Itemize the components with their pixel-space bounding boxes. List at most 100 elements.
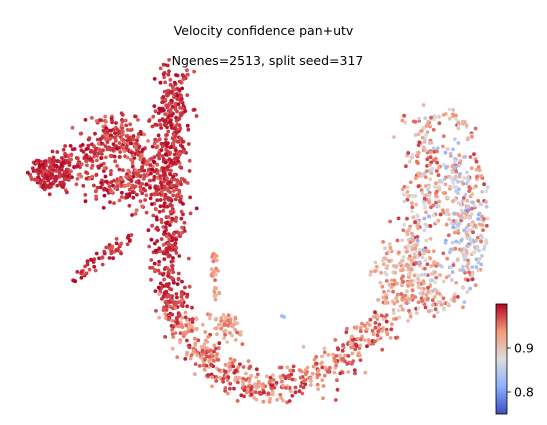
scatter-point [419,128,424,133]
scatter-point [85,259,90,264]
scatter-point [456,179,460,184]
scatter-point [235,321,240,326]
scatter-point [157,137,162,142]
scatter-point [209,362,214,367]
scatter-point [463,154,468,159]
scatter-point [400,187,405,192]
scatter-point [83,199,88,204]
scatter-point [451,218,456,223]
scatter-point [405,289,409,294]
scatter-point [460,119,465,124]
scatter-point [170,312,175,317]
scatter-point [169,123,174,128]
scatter-point [144,182,149,187]
scatter-point [124,123,129,128]
scatter-point [112,201,116,206]
scatter-point [140,182,145,186]
scatter-point [185,304,190,309]
scatter-point [70,125,75,130]
scatter-point [429,140,434,145]
scatter-point [411,215,416,220]
scatter-point [156,192,161,197]
scatter-point [142,168,147,173]
scatter-point [165,181,170,186]
scatter-point [455,222,460,227]
scatter-point [266,391,271,396]
scatter-point [47,159,52,164]
scatter-point [112,154,117,159]
scatter-point [60,156,64,160]
scatter-point [413,176,418,181]
scatter-point [303,382,308,387]
scatter-point [168,247,173,252]
scatter-point [170,141,175,146]
scatter-point [365,327,369,332]
scatter-point [173,197,178,202]
scatter-point [378,280,383,285]
scatter-point [383,256,388,261]
scatter-point [236,365,241,370]
scatter-point [115,164,119,168]
scatter-point [173,107,178,111]
scatter-point [462,196,466,200]
scatter-point [124,192,129,197]
scatter-point [148,185,152,190]
scatter-point [153,207,158,211]
scatter-point [213,278,218,282]
scatter-point [264,374,269,379]
scatter-point [225,340,230,344]
scatter-point [210,375,215,380]
scatter-point [406,194,411,199]
scatter-point [314,361,319,366]
scatter-point [40,172,45,177]
scatter-point [165,149,170,154]
scatter-point [217,368,222,372]
scatter-point [468,155,473,159]
scatter-point [209,273,214,278]
scatter-point [164,282,169,287]
scatter-point [420,135,425,140]
scatter-point [162,184,167,189]
scatter-point [41,163,45,167]
scatter-point [422,171,427,176]
scatter-point [378,336,383,341]
scatter-point [320,378,325,382]
scatter-point [431,303,435,307]
scatter-point [185,68,189,73]
scatter-point [204,349,209,353]
scatter-point [147,178,152,183]
scatter-point [350,345,354,349]
scatter-point [179,294,184,299]
scatter-point [311,364,316,369]
scatter-point [186,327,191,331]
scatter-point [240,386,245,390]
scatter-point [254,375,259,379]
scatter-point [425,157,430,162]
scatter-point [275,397,279,402]
scatter-point [162,277,167,282]
scatter-point [395,335,400,340]
scatter-point [174,156,179,161]
scatter-point [228,317,233,322]
scatter-point [247,366,252,370]
scatter-point [461,286,466,290]
scatter-point [183,285,187,290]
scatter-point [425,224,429,229]
scatter-point [384,279,389,283]
scatter-point [401,255,406,259]
scatter-point [146,139,151,143]
scatter-point [285,365,290,370]
scatter-point [226,313,231,318]
scatter-point [81,184,86,188]
scatter-point [129,186,134,190]
scatter-point [153,268,158,272]
scatter-point [375,333,380,338]
scatter-point [268,397,272,401]
scatter-point [381,240,385,244]
scatter-point [244,371,248,376]
scatter-point [463,192,468,197]
scatter-point [252,396,257,400]
scatter-point [109,180,114,185]
scatter-point [445,147,450,151]
scatter-point [166,72,171,77]
